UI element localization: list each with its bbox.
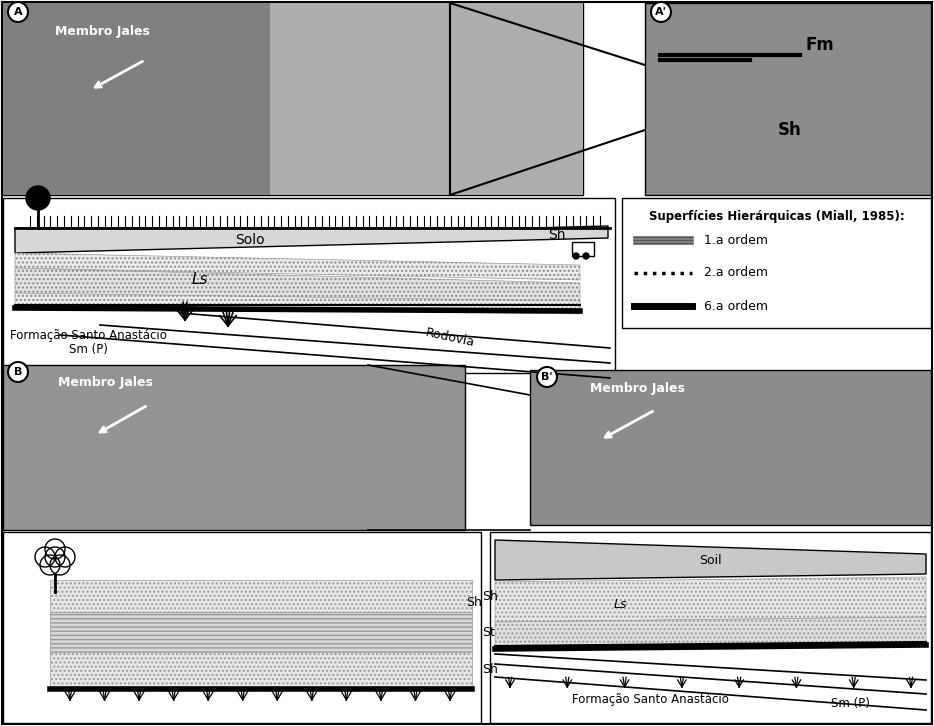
Bar [3, 365, 465, 530]
Polygon shape [495, 577, 926, 622]
Polygon shape [50, 580, 472, 612]
Polygon shape [15, 253, 580, 280]
Text: Sh: Sh [466, 595, 482, 608]
Text: Soil: Soil [699, 553, 721, 566]
Text: Fm: Fm [806, 36, 834, 54]
Text: Sh: Sh [778, 121, 802, 139]
Text: Solo: Solo [235, 234, 265, 248]
Text: Formação Santo Anastácio: Formação Santo Anastácio [572, 693, 729, 706]
Text: B': B' [541, 372, 553, 382]
Bar [530, 370, 931, 525]
Text: Ls: Ls [614, 597, 627, 611]
Circle shape [537, 367, 557, 387]
Bar [3, 532, 481, 723]
Text: Membro Jales: Membro Jales [590, 382, 685, 395]
Text: 1.a ordem: 1.a ordem [704, 234, 768, 247]
Text: B: B [14, 367, 22, 377]
Text: Sh: Sh [482, 590, 498, 603]
Polygon shape [50, 652, 472, 687]
Text: Superfícies Hierárquicas (Miall, 1985):: Superfícies Hierárquicas (Miall, 1985): [648, 210, 904, 223]
Circle shape [8, 2, 28, 22]
Bar [3, 3, 583, 195]
Polygon shape [495, 540, 926, 580]
Text: A: A [14, 7, 22, 17]
Bar [490, 532, 931, 723]
Text: Rodovia: Rodovia [424, 327, 475, 349]
Polygon shape [15, 268, 580, 308]
Text: Sh: Sh [548, 228, 565, 242]
Bar [572, 242, 594, 256]
Bar [3, 198, 615, 373]
Text: Membro Jales: Membro Jales [55, 25, 149, 38]
Circle shape [651, 2, 671, 22]
Circle shape [26, 186, 50, 210]
Text: Ls: Ls [191, 272, 208, 287]
Text: Membro Jales: Membro Jales [58, 376, 153, 389]
Text: 6.a ordem: 6.a ordem [704, 300, 768, 312]
Text: St: St [482, 626, 495, 638]
Bar [270, 3, 583, 195]
Bar [622, 198, 931, 328]
Text: Sm (P): Sm (P) [830, 698, 870, 711]
Polygon shape [495, 617, 926, 647]
Circle shape [583, 253, 589, 259]
Text: Formação Santo Anastácio: Formação Santo Anastácio [9, 330, 166, 343]
Text: Sh: Sh [482, 663, 498, 676]
Polygon shape [15, 226, 608, 253]
Text: A': A' [655, 7, 667, 17]
Text: 2.a ordem: 2.a ordem [704, 266, 768, 280]
Text: Sm (P): Sm (P) [68, 343, 107, 356]
Circle shape [8, 362, 28, 382]
Circle shape [573, 253, 579, 259]
Bar [3, 3, 273, 195]
Polygon shape [15, 293, 580, 314]
Bar [645, 3, 931, 195]
Polygon shape [50, 612, 472, 652]
